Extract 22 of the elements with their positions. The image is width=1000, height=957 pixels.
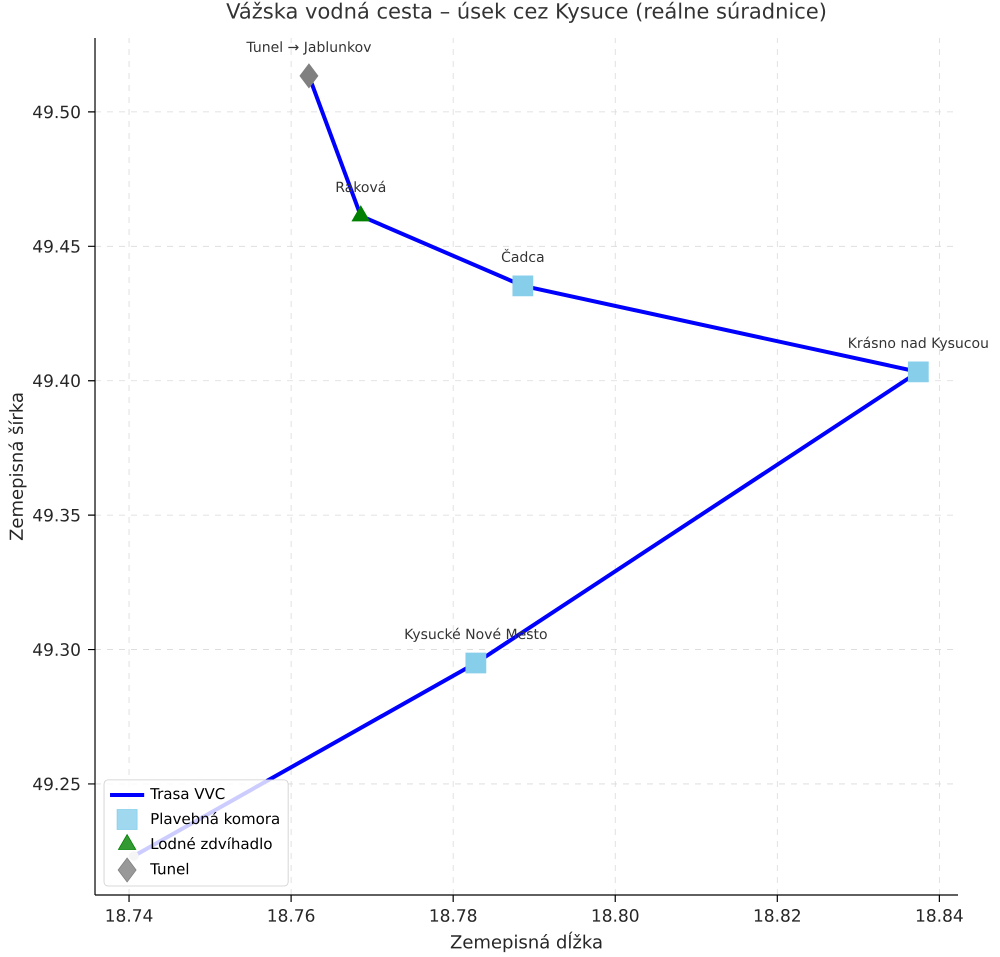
y-axis-title: Zemepisná šírka: [8, 394, 27, 540]
x-tick-label: 18.84: [916, 909, 963, 922]
y-tick-label: 49.30: [33, 643, 80, 656]
x-tick-label: 18.80: [592, 909, 638, 922]
x-tick-label: 18.82: [754, 909, 800, 922]
y-tick-label: 49.45: [33, 240, 80, 253]
annotation: Krásno nad Kysucou: [849, 336, 988, 351]
y-tick-label: 49.35: [33, 508, 80, 522]
y-tick-label: 49.25: [33, 778, 80, 790]
legend-label: Trasa VVC: [150, 788, 224, 800]
annotation: Čadca: [502, 248, 544, 262]
x-axis-title: Zemepisná dĺžka: [450, 932, 602, 952]
legend-label: Tunel: [150, 862, 188, 874]
legend-label: Plavebná komora: [152, 812, 279, 824]
x-tick-label: 18.74: [106, 909, 152, 922]
y-tick-label: 49.50: [33, 105, 80, 118]
x-tick-label: 18.78: [430, 909, 476, 922]
x-tick-label: 18.76: [268, 909, 314, 922]
annotation: Tunel → Jablunkov: [246, 41, 372, 55]
y-tick-label: 49.40: [33, 374, 80, 388]
chart-title: Vážska vodná cesta – úsek cez Kysuce (reálne súradnice): [226, 2, 826, 23]
legend-label: Lodné zdvíhadlo: [152, 837, 272, 850]
